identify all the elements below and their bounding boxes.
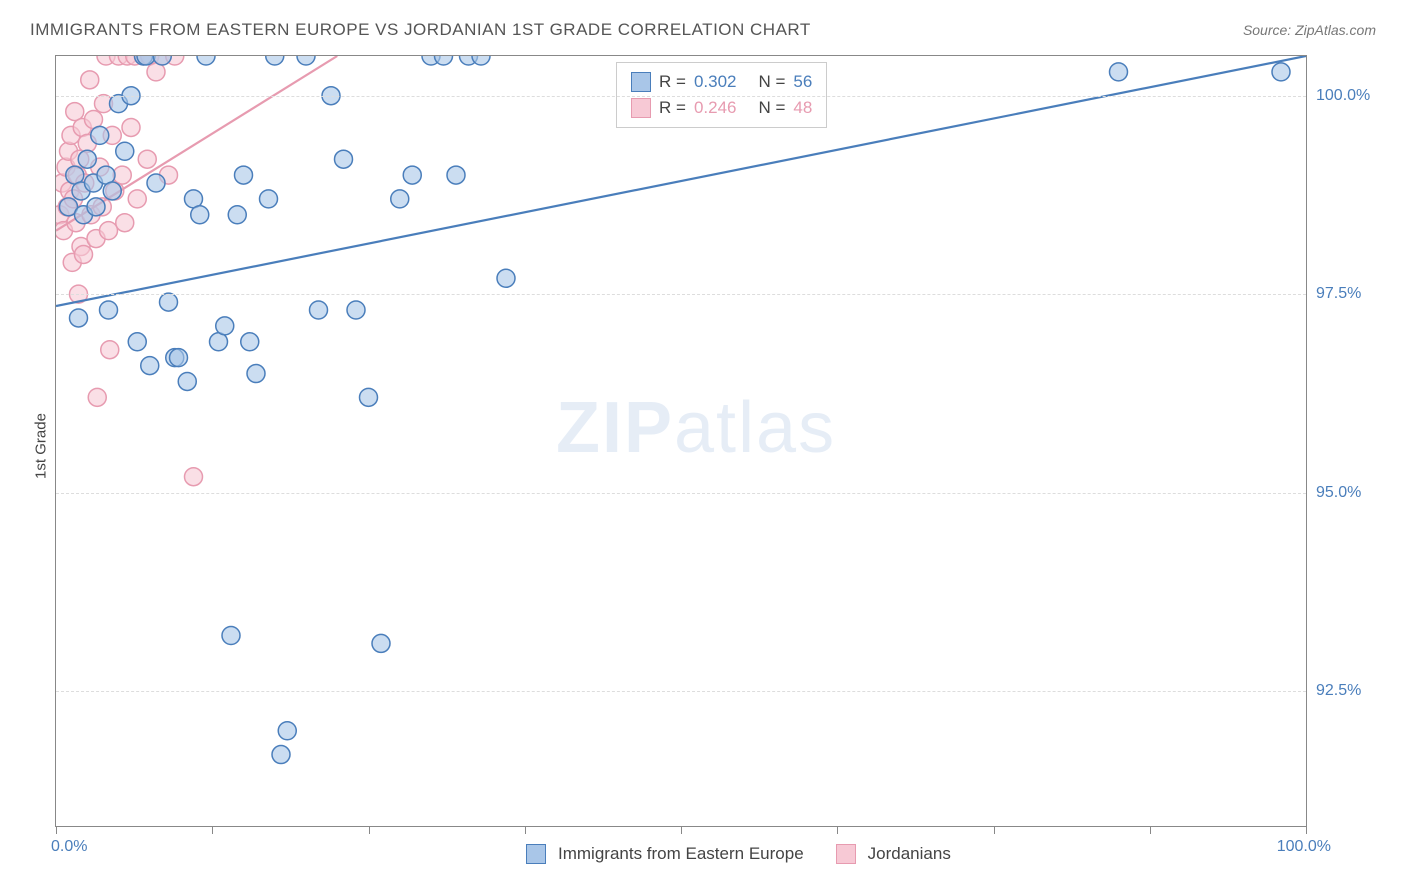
data-point [241,333,259,351]
data-point [88,388,106,406]
y-tick-label: 95.0% [1316,484,1376,502]
data-point [228,206,246,224]
y-tick-label: 97.5% [1316,285,1376,303]
data-point [360,388,378,406]
legend-row: R = 0.246 N = 48 [631,95,812,121]
data-point [391,190,409,208]
data-point [191,206,209,224]
data-point [1272,63,1290,81]
data-point [141,357,159,375]
data-point [75,245,93,263]
x-axis-min-label: 0.0% [51,838,87,856]
n-label: N = [758,95,785,121]
data-point [122,118,140,136]
r-value: 0.246 [694,95,737,121]
x-tick [994,826,995,834]
y-axis-label: 1st Grade [32,413,49,479]
r-label: R = [659,95,686,121]
data-point [216,317,234,335]
x-tick [212,826,213,834]
legend-swatch [836,844,856,864]
data-point [87,198,105,216]
legend-series-label: Jordanians [868,844,951,864]
x-tick [681,826,682,834]
data-point [310,301,328,319]
data-point [170,349,188,367]
scatter-svg [56,56,1306,826]
data-point [128,190,146,208]
n-label: N = [758,69,785,95]
x-tick [1306,826,1307,834]
r-label: R = [659,69,686,95]
data-point [116,214,134,232]
data-point [100,222,118,240]
data-point [435,56,453,65]
data-point [472,56,490,65]
data-point [297,56,315,65]
data-point [260,190,278,208]
gridline [56,493,1306,494]
data-point [278,722,296,740]
x-tick [1150,826,1151,834]
r-value: 0.302 [694,69,737,95]
data-point [178,372,196,390]
data-point [160,293,178,311]
x-axis-max-label: 100.0% [1277,838,1331,856]
y-tick-label: 100.0% [1316,87,1376,105]
data-point [222,626,240,644]
data-point [447,166,465,184]
data-point [247,365,265,383]
legend-series-label: Immigrants from Eastern Europe [558,844,804,864]
data-point [235,166,253,184]
data-point [372,634,390,652]
data-point [147,174,165,192]
data-point [197,56,215,65]
data-point [497,269,515,287]
data-point [403,166,421,184]
data-point [266,56,284,65]
x-tick [525,826,526,834]
data-point [347,301,365,319]
data-point [81,71,99,89]
legend-swatch [631,98,651,118]
x-tick [369,826,370,834]
chart-plot-area: ZIPatlas R = 0.302N = 56R = 0.246N = 48 … [55,55,1307,827]
data-point [185,468,203,486]
y-tick-label: 92.5% [1316,682,1376,700]
data-point [1110,63,1128,81]
gridline [56,691,1306,692]
legend-row: R = 0.302 N = 56 [631,69,812,95]
series-legend: Immigrants from Eastern Europe Jordanians [526,844,971,864]
chart-title: IMMIGRANTS FROM EASTERN EUROPE VS JORDAN… [30,20,811,40]
gridline [56,294,1306,295]
data-point [91,126,109,144]
n-value: 56 [793,69,812,95]
data-point [101,341,119,359]
data-point [138,150,156,168]
n-value: 48 [793,95,812,121]
gridline [56,96,1306,97]
data-point [128,333,146,351]
data-point [103,182,121,200]
data-point [335,150,353,168]
data-point [70,309,88,327]
data-point [113,166,131,184]
data-point [78,150,96,168]
data-point [272,746,290,764]
legend-swatch [526,844,546,864]
x-tick [837,826,838,834]
legend-swatch [631,72,651,92]
x-tick [56,826,57,834]
source-label: Source: ZipAtlas.com [1243,22,1376,38]
data-point [100,301,118,319]
data-point [116,142,134,160]
